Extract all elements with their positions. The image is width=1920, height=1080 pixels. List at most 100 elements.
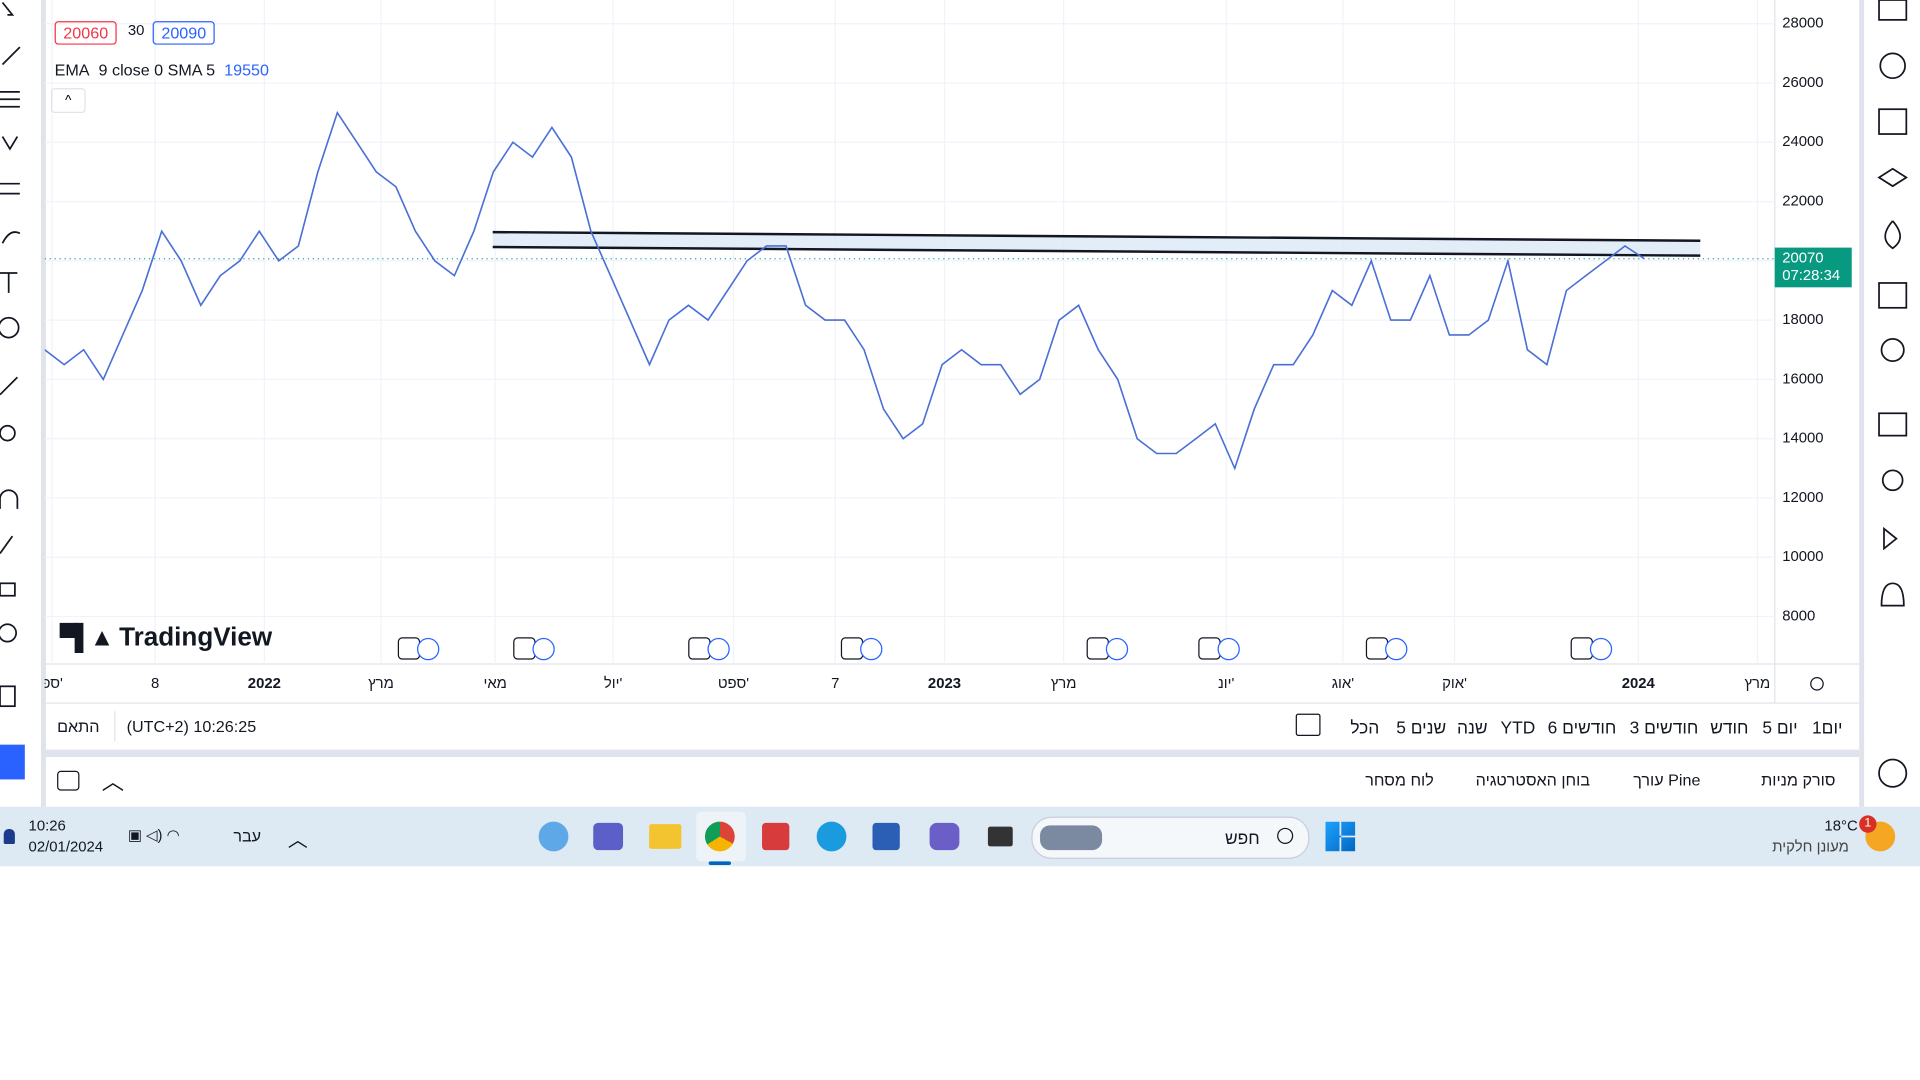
ideas-icon[interactable] (1880, 337, 1905, 363)
period-button[interactable]: הכל (1350, 717, 1380, 738)
help-icon[interactable] (1878, 758, 1908, 788)
hotlist-icon[interactable] (1884, 220, 1901, 250)
expand-icon[interactable]: ︿ (101, 769, 125, 795)
period-button[interactable]: 6 חודשים (1547, 717, 1617, 738)
dividend-marker (860, 637, 883, 661)
y-tick-label: 28000 (1782, 16, 1823, 32)
logo-mark: ▀▌▲ (59, 624, 115, 652)
lock-draw-icon[interactable] (0, 535, 14, 555)
tray-expand[interactable]: ︿ (287, 830, 308, 852)
active-indicator (708, 861, 732, 866)
timezone[interactable]: (UTC+2) 10:26:25 (126, 717, 257, 736)
start-button[interactable] (1325, 821, 1356, 852)
x-tick-label: 7 (831, 676, 839, 692)
y-tick-label: 10000 (1782, 549, 1823, 565)
app-edge[interactable] (816, 821, 847, 852)
bid-box: 20060 (54, 20, 117, 47)
layers-icon[interactable] (1877, 167, 1908, 188)
spread: 30 (127, 21, 145, 39)
favorites-button[interactable] (0, 744, 25, 780)
period-button[interactable]: 5 יום (1762, 717, 1798, 738)
logo: ▀▌▲ TradingView (60, 623, 273, 653)
y-tick-label: 12000 (1782, 490, 1823, 506)
streams-icon[interactable] (1881, 469, 1904, 492)
period-button[interactable]: חודש (1710, 717, 1749, 738)
panel-tab[interactable]: סורק מניות (1761, 770, 1836, 790)
y-tick-label: 18000 (1782, 312, 1823, 328)
app-teams[interactable] (593, 822, 624, 851)
period-button[interactable]: 3 חודשים (1629, 717, 1699, 738)
brush-icon[interactable] (1, 231, 21, 244)
tray-icons[interactable]: ▣ ◁) ◠ (127, 826, 180, 844)
left-toolbar (0, 0, 46, 807)
trendline-icon[interactable] (1, 46, 21, 66)
emoji-icon[interactable] (0, 316, 20, 339)
forecast-icon[interactable] (0, 182, 20, 195)
last-price-badge (1774, 247, 1852, 288)
earnings-marker (1086, 637, 1109, 660)
bid-price: 20060 (54, 21, 117, 45)
magnet-icon[interactable] (0, 489, 19, 509)
x-tick-label: יונ' (1218, 676, 1235, 692)
app-store[interactable] (872, 822, 900, 851)
trash-icon[interactable] (0, 685, 16, 708)
collapse-legend[interactable]: ^ (50, 88, 86, 113)
date-range-icon[interactable] (1295, 713, 1321, 736)
fib-icon[interactable] (0, 90, 20, 108)
x-tick-label: מרץ (368, 676, 394, 692)
maximize-icon[interactable] (57, 770, 80, 791)
dividend-marker (1385, 637, 1408, 661)
period-button[interactable]: 1יום (1812, 717, 1843, 738)
app-explorer[interactable] (649, 824, 682, 849)
search-box[interactable]: חפש (1031, 816, 1310, 859)
search-text[interactable]: חפש (1224, 827, 1260, 848)
cursor-icon[interactable] (1, 1, 15, 16)
app-chrome[interactable] (704, 821, 735, 852)
watchlist-icon[interactable] (1878, 0, 1908, 21)
text-icon[interactable] (0, 272, 18, 293)
y-tick-label: 24000 (1782, 134, 1823, 150)
panel-tab[interactable]: בוחן האסטרטגיה (1475, 770, 1591, 790)
app-chat[interactable] (929, 822, 960, 851)
app-terminal[interactable] (987, 826, 1013, 847)
ask-box: 20090 (152, 20, 215, 47)
notifications-icon[interactable] (1880, 582, 1905, 607)
app-photos[interactable] (538, 821, 569, 852)
calendar-icon[interactable] (1878, 282, 1908, 309)
x-tick-label: 8 (151, 676, 159, 692)
dividend-marker (1589, 637, 1613, 661)
chat-icon[interactable] (1878, 412, 1908, 437)
panel-tab[interactable]: לוח מסחר (1365, 770, 1434, 790)
right-icons (1877, 0, 1908, 788)
zoom-icon[interactable] (0, 424, 16, 442)
ruler-icon[interactable] (0, 376, 18, 396)
temperature[interactable]: 18°C (1824, 816, 1858, 835)
dividend-marker (1105, 637, 1129, 661)
adjust-button[interactable]: התאם (57, 717, 100, 736)
clock-date[interactable]: 02/01/2024 (28, 837, 104, 856)
x-tick-label: יול' (604, 675, 623, 692)
app-gift[interactable] (762, 822, 790, 851)
period-button[interactable]: 5 שנים (1396, 717, 1447, 738)
play-icon[interactable] (1883, 526, 1898, 551)
details-icon[interactable] (1878, 108, 1908, 135)
dividend-marker (1217, 637, 1240, 661)
period-button[interactable]: שנה (1457, 717, 1488, 738)
clock-time[interactable]: 10:26 (28, 816, 66, 835)
dividend-marker (532, 637, 555, 661)
visibility-icon[interactable] (0, 623, 18, 643)
weather[interactable]: מעונן חלקית (1772, 837, 1849, 856)
alerts-icon[interactable] (1879, 52, 1906, 80)
search-icon (1277, 827, 1294, 844)
x-tick-label: 2023 (928, 676, 961, 692)
language[interactable]: עבר (233, 826, 261, 846)
x-tick-label: ספט' (718, 676, 749, 692)
price-line (44, 110, 1645, 471)
period-button[interactable]: YTD (1500, 717, 1536, 738)
lock-icon[interactable] (0, 582, 16, 597)
panel-bar: ︿ לוח מסחר בוחן האסטרטגיה עורך Pine סורק מנ… (45, 757, 1859, 804)
pattern-icon[interactable] (1, 136, 19, 151)
panel-tab[interactable]: עורך Pine (1633, 770, 1701, 790)
bell-icon[interactable] (3, 829, 15, 844)
